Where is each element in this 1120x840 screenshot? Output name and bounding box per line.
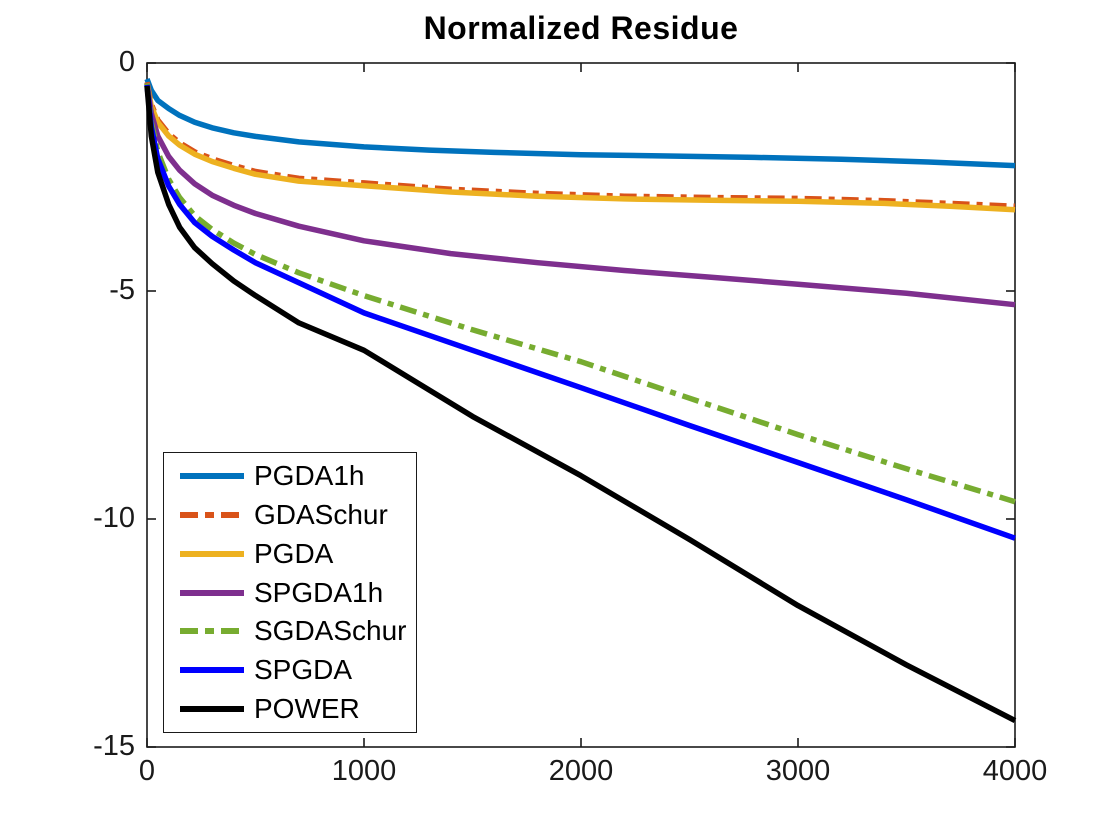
y-tick-label: -5 [109, 274, 135, 306]
y-tick-label: -10 [93, 502, 135, 534]
legend-item-gdaschur: GDASchur [164, 497, 416, 533]
legend-label: SGDASchur [254, 615, 407, 647]
series-line-gdaschur [144, 81, 1016, 209]
x-tick-label: 2000 [548, 755, 614, 787]
legend-label: GDASchur [254, 498, 388, 530]
y-tick-label: 0 [118, 46, 135, 78]
series-line-spgda1h [144, 83, 1016, 308]
legend-item-pgda: PGDA [164, 536, 416, 572]
legend-item-spgda1h: SPGDA1h [164, 575, 416, 611]
legend: PGDA1h GDASchur PGDA SPGDA1h SGDASchur SPGDA P… [163, 452, 417, 733]
x-tick-label: 4000 [982, 755, 1048, 787]
series-line-spgda [144, 84, 1016, 541]
legend-label: POWER [254, 693, 360, 725]
legend-item-spgda: SPGDA [164, 652, 416, 688]
series-line-pgda1h [144, 78, 1016, 169]
x-tick-label: 0 [138, 755, 156, 787]
legend-label: SPGDA [254, 654, 353, 686]
x-tick-label: 3000 [765, 755, 831, 787]
legend-label: PGDA [254, 537, 334, 569]
chart-title: Normalized Residue [423, 10, 739, 46]
legend-item-power: POWER [164, 691, 416, 727]
y-tick-label: -15 [93, 730, 135, 762]
x-tick-label: 1000 [331, 755, 397, 787]
legend-label: PGDA1h [254, 459, 365, 491]
series-line-pgda [144, 82, 1016, 213]
legend-item-pgda1h: PGDA1h [164, 458, 416, 494]
legend-label: SPGDA1h [254, 576, 384, 608]
legend-item-sgdaschur: SGDASchur [164, 613, 416, 649]
series-line-power [144, 85, 1017, 724]
